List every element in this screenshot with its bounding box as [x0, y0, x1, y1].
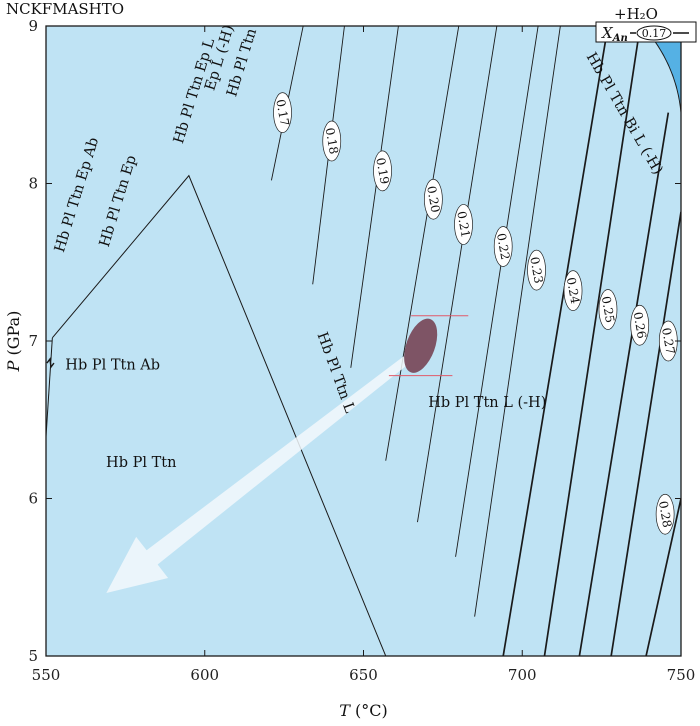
isopleth-label-0-21: 0.21 [454, 204, 473, 245]
biotite-field-corner [642, 26, 681, 113]
isopleth-label-0-18: 0.18 [322, 120, 342, 162]
isopleth-label-oval [563, 270, 583, 311]
x-axis-label: T (°C) [339, 701, 387, 720]
isopleth-label-oval [322, 120, 342, 162]
isopleth-line-0-22 [455, 26, 539, 557]
x-tick-label: 650 [349, 666, 378, 684]
x-tick-label: 700 [508, 666, 537, 684]
isopleth-label-0-23: 0.23 [527, 249, 546, 291]
isopleth-label-text: 0.24 [564, 276, 582, 305]
isopleth-label-text: 0.17 [273, 98, 291, 127]
isopleth-label-0-17: 0.17 [273, 92, 292, 133]
isopleth-line-0-21 [417, 26, 498, 523]
isopleth-label-oval [493, 226, 513, 267]
pt-path-arrow [106, 356, 410, 593]
legend-variable: XAn [601, 24, 628, 44]
isopleth-label-0-28: 0.28 [655, 493, 675, 535]
ab-field-pointer [46, 357, 55, 369]
isopleth-label-0-26: 0.26 [630, 304, 650, 346]
isopleth-label-text: 0.18 [323, 127, 341, 156]
isopleth-label-text: 0.19 [373, 157, 391, 186]
x-tick-label: 600 [190, 666, 219, 684]
x-tick-label: 550 [32, 666, 61, 684]
isopleth-line-0-19 [350, 26, 399, 368]
chart-title: NCKFMASHTO [6, 0, 124, 18]
field-label-9: Hb Pl Ttn L (-H) [428, 395, 546, 411]
y-tick-label: 5 [28, 647, 38, 665]
isopleth-label-oval [454, 204, 473, 245]
isopleth-label-0-22: 0.22 [493, 226, 513, 267]
isopleth-label-0-19: 0.19 [373, 150, 392, 192]
isopleth-label-oval [273, 92, 292, 133]
isopleth-label-oval [630, 304, 650, 346]
legend-oval [636, 25, 672, 41]
isopleth-label-0-24: 0.24 [563, 270, 583, 311]
isopleth-label-text: 0.27 [659, 327, 677, 356]
x-tick-label: 750 [667, 666, 696, 684]
y-tick-label: 8 [28, 175, 38, 193]
isopleth-label-oval [598, 289, 618, 330]
isopleth-label-text: 0.22 [494, 232, 512, 261]
y-tick-label: 6 [28, 490, 38, 508]
isopleth-line-0-24 [502, 26, 609, 656]
chart-subtitle: +H₂O [614, 5, 658, 23]
isopleth-label-text: 0.26 [631, 311, 649, 340]
legend: XAn 0.17 [595, 21, 697, 44]
y-axis-label: P (GPa) [4, 311, 23, 373]
isopleth-label-0-25: 0.25 [598, 289, 618, 330]
reaction-line-ep-ab-out [51, 174, 387, 656]
field-label-6: Hb Pl Ttn Ab [65, 357, 160, 373]
isopleth-labels: 0.17 0.18 0.19 0.20 0.21 0.22 0.23 0.24 0.25 0.26… [273, 92, 678, 535]
y-tick-label: 9 [28, 17, 38, 35]
isopleth-label-text: 0.20 [424, 185, 442, 214]
pt-path-arrow-group [106, 356, 410, 593]
isopleth-label-oval [527, 249, 546, 291]
isopleth-line-0-20 [385, 26, 460, 461]
isopleth-line-0-25 [543, 29, 641, 656]
pt-estimate-ellipse [404, 318, 438, 373]
isopleth-label-oval [424, 178, 443, 220]
isopleth-label-oval [373, 150, 392, 192]
isopleth-line-0-26 [578, 112, 670, 656]
field-label-7: Hb Pl Ttn [106, 455, 176, 471]
isopleth-lines [270, 26, 681, 656]
isopleth-label-0-27: 0.27 [658, 320, 678, 362]
isopleth-label-oval [655, 493, 675, 535]
isopleth-line-0-27 [610, 211, 681, 656]
pt-estimate-group [388, 315, 469, 377]
legend-example-value: 0.17 [642, 27, 667, 40]
y-tick-label: 7 [28, 332, 38, 350]
isopleth-line-0-28 [645, 498, 681, 656]
isopleth-label-text: 0.21 [454, 210, 472, 239]
isopleth-label-0-20: 0.20 [424, 178, 443, 220]
isopleth-label-text: 0.23 [527, 256, 545, 285]
isopleth-label-text: 0.28 [656, 500, 674, 529]
isopleth-label-text: 0.25 [599, 295, 617, 324]
isopleth-line-0-23 [474, 26, 561, 617]
